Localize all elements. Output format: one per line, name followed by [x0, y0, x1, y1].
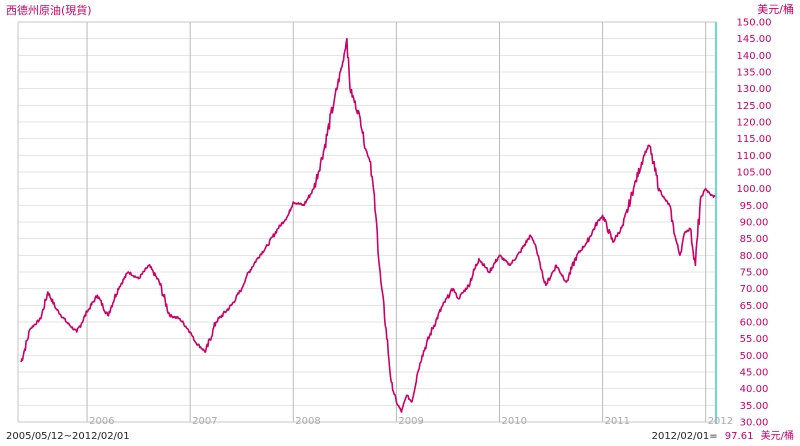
chart-title: 西德州原油(現貨) — [6, 3, 92, 17]
x-tick-label: 2012 — [708, 416, 733, 427]
y-tick-label: 30.00 — [740, 418, 769, 429]
latest-value-number: 97.61 — [725, 431, 754, 442]
y-tick-label: 100.00 — [737, 184, 772, 195]
y-tick-label: 40.00 — [740, 384, 769, 395]
latest-value-unit: 美元/桶 — [761, 429, 794, 442]
x-tick-label: 2010 — [501, 416, 526, 427]
latest-value-readout: 2012/02/01= 97.61 美元/桶 — [652, 429, 794, 442]
y-tick-label: 70.00 — [740, 284, 769, 295]
x-tick-label: 2007 — [192, 416, 217, 427]
y-tick-label: 55.00 — [740, 334, 769, 345]
y-tick-label: 150.00 — [737, 18, 772, 29]
y-tick-label: 75.00 — [740, 268, 769, 279]
y-tick-label: 120.00 — [737, 118, 772, 129]
y-tick-label: 95.00 — [740, 201, 769, 212]
latest-value-label: 2012/02/01= — [652, 431, 718, 442]
y-tick-label: 60.00 — [740, 318, 769, 329]
y-tick-label: 135.00 — [737, 68, 772, 79]
y-tick-label: 65.00 — [740, 301, 769, 312]
y-tick-label: 125.00 — [737, 101, 772, 112]
x-tick-label: 2011 — [605, 416, 630, 427]
date-range: 2005/05/12~2012/02/01 — [6, 431, 130, 442]
x-tick-label: 2008 — [295, 416, 320, 427]
y-tick-label: 85.00 — [740, 234, 769, 245]
y-tick-label: 140.00 — [737, 51, 772, 62]
series-line — [20, 37, 716, 413]
y-axis-ticks: 30.00 35.00 40.00 45.00 50.00 55.00 60.00 65.00… — [737, 18, 772, 429]
chart-grid — [18, 22, 716, 422]
x-axis-ticks: 2006 2007 2008 2009 2010 2011 2012 — [89, 416, 733, 427]
y-tick-label: 50.00 — [740, 351, 769, 362]
y-tick-label: 90.00 — [740, 218, 769, 229]
y-tick-label: 35.00 — [740, 401, 769, 412]
y-tick-label: 145.00 — [737, 34, 772, 45]
y-axis-unit: 美元/桶 — [757, 2, 794, 16]
x-tick-label: 2006 — [89, 416, 114, 427]
x-tick-label: 2009 — [398, 416, 423, 427]
y-tick-label: 80.00 — [740, 251, 769, 262]
y-tick-label: 105.00 — [737, 168, 772, 179]
y-tick-label: 130.00 — [737, 84, 772, 95]
y-tick-label: 115.00 — [737, 134, 772, 145]
y-tick-label: 110.00 — [737, 151, 772, 162]
y-tick-label: 45.00 — [740, 368, 769, 379]
